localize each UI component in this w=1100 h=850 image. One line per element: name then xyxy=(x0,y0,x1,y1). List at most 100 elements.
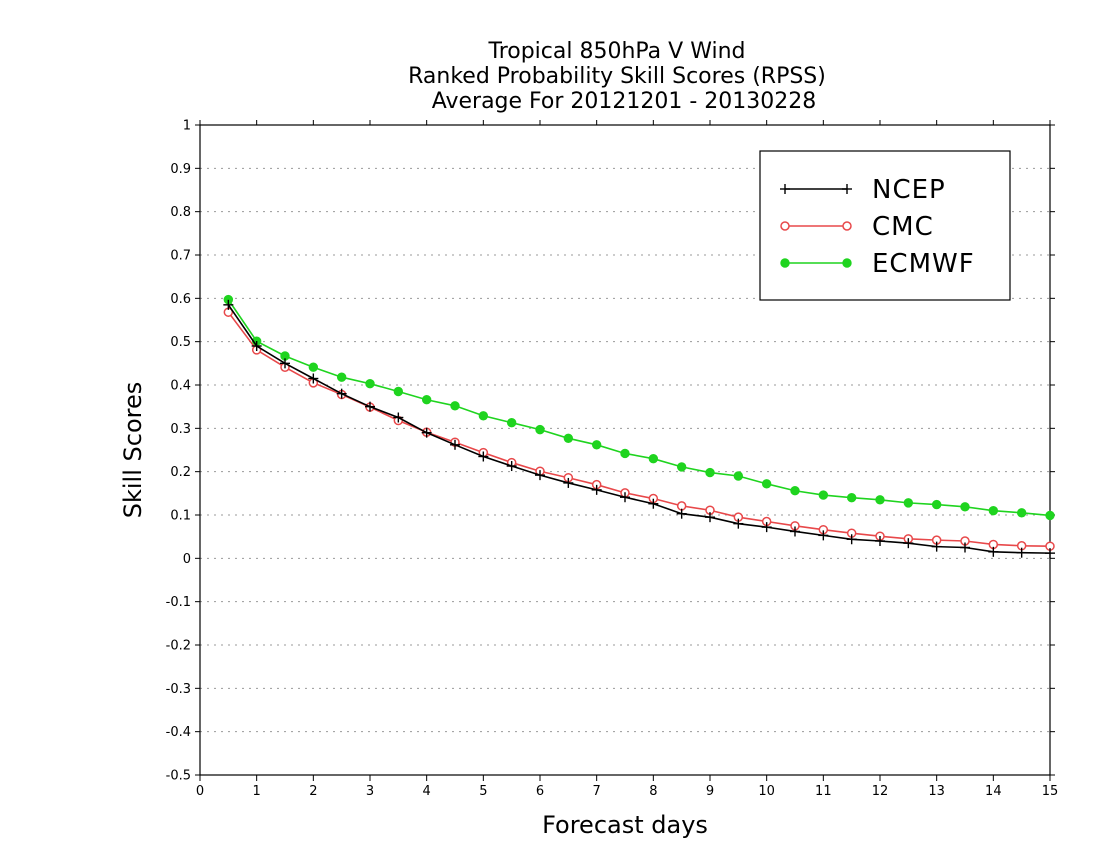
ecmwf-point xyxy=(450,401,460,411)
x-tick-label: 7 xyxy=(593,784,601,799)
y-tick-label: 0.1 xyxy=(170,509,191,524)
legend-item-ecmwf: ECMWF xyxy=(780,249,975,279)
ncep-point xyxy=(1045,548,1055,559)
ecmwf-point xyxy=(761,479,772,489)
legend-item-cmc: CMC xyxy=(780,212,934,242)
ecmwf-point xyxy=(308,362,319,372)
ecmwf-point xyxy=(676,462,687,472)
ncep-point xyxy=(421,427,432,438)
ecmwf-point xyxy=(960,502,970,512)
legend: NCEP CMC ECMWF xyxy=(759,150,1011,301)
ncep-point xyxy=(393,412,404,423)
y-tick-label: 1 xyxy=(183,119,191,134)
cmc-point xyxy=(676,501,687,511)
x-axis-label: Forecast days xyxy=(542,811,708,839)
y-axis-ticks: -0.5 -0.4 -0.3 -0.2 -0.1 0 0.1 0.2 0.3 0.4 0.5 0.6 0… xyxy=(166,119,1055,784)
legend-marker-start xyxy=(780,221,790,231)
x-tick-label: 1 xyxy=(253,784,261,799)
y-tick-label: 0.7 xyxy=(170,249,191,264)
x-tick-label: 9 xyxy=(706,784,714,799)
ncep-point xyxy=(223,299,234,310)
ncep-point xyxy=(988,546,999,557)
ncep-point xyxy=(903,538,914,549)
ncep-point xyxy=(535,470,545,481)
ncep-point xyxy=(365,401,375,412)
cmc-line xyxy=(227,311,1051,547)
ecmwf-point xyxy=(1016,508,1027,518)
x-tick-label: 14 xyxy=(985,784,1002,799)
ncep-point xyxy=(761,522,772,533)
x-tick-label: 2 xyxy=(309,784,317,799)
ncep-point xyxy=(648,498,659,509)
ecmwf-point xyxy=(620,448,630,459)
ncep-point xyxy=(733,518,744,529)
y-tick-label: 0.6 xyxy=(170,292,191,307)
ecmwf-point xyxy=(365,379,375,389)
legend-item-ncep: NCEP xyxy=(780,175,945,205)
ncep-point xyxy=(450,439,460,450)
y-tick-label: -0.1 xyxy=(166,595,191,610)
ecmwf-point xyxy=(988,505,999,516)
y-tick-label: -0.2 xyxy=(166,639,191,654)
legend-marker-end xyxy=(842,258,852,268)
ecmwf-point xyxy=(336,372,347,382)
series-cmc xyxy=(223,307,1055,551)
ncep-point xyxy=(591,484,602,495)
y-tick-label: -0.5 xyxy=(166,769,191,784)
ncep-point xyxy=(676,508,687,519)
ncep-point xyxy=(478,451,489,462)
ncep-point xyxy=(336,388,347,399)
ncep-point xyxy=(251,341,262,351)
x-tick-label: 4 xyxy=(423,784,431,799)
ncep-point xyxy=(818,530,829,541)
ncep-point xyxy=(563,477,574,488)
ncep-line xyxy=(227,304,1051,554)
ncep-point xyxy=(620,492,630,503)
ecmwf-point xyxy=(393,386,404,397)
ecmwf-point xyxy=(591,440,602,450)
x-tick-label: 10 xyxy=(758,784,775,799)
y-tick-label: 0.5 xyxy=(170,335,191,350)
chart-title: Tropical 850hPa V Wind Ranked Probabilit… xyxy=(408,39,826,114)
x-tick-label: 0 xyxy=(196,784,204,799)
ecmwf-point xyxy=(648,453,659,464)
ncep-point xyxy=(1016,547,1027,558)
series-ncep xyxy=(223,299,1055,559)
ecmwf-point xyxy=(705,467,715,478)
y-tick-label: 0.8 xyxy=(170,205,191,220)
chart-title-line-3: Average For 20121201 - 20130228 xyxy=(432,89,817,114)
ecmwf-point xyxy=(875,495,885,505)
legend-label-ecmwf: ECMWF xyxy=(872,249,975,279)
y-tick-label: 0 xyxy=(183,552,191,567)
ncep-point xyxy=(960,542,970,553)
x-tick-label: 13 xyxy=(928,784,945,799)
legend-marker-start xyxy=(780,184,790,194)
plot-frame xyxy=(199,124,1051,776)
chart-title-line-1: Tropical 850hPa V Wind xyxy=(487,39,745,64)
ecmwf-point xyxy=(535,424,545,435)
x-tick-label: 6 xyxy=(536,784,544,799)
ncep-point xyxy=(705,512,715,523)
series-ecmwf xyxy=(223,294,1055,521)
ecmwf-point xyxy=(790,486,800,496)
ecmwf-point xyxy=(421,395,432,405)
legend-marker-start xyxy=(780,258,790,268)
ncep-point xyxy=(875,536,885,546)
y-tick-label: 0.9 xyxy=(170,162,191,177)
x-tick-label: 8 xyxy=(649,784,657,799)
ecmwf-line xyxy=(227,299,1051,517)
ncep-point xyxy=(280,358,290,369)
ecmwf-point xyxy=(563,433,574,443)
x-axis-ticks: 0 1 2 3 4 5 6 7 8 9 10 11 12 13 14 15 xyxy=(196,120,1058,799)
ecmwf-point xyxy=(478,411,489,421)
x-tick-label: 15 xyxy=(1042,784,1059,799)
ecmwf-point xyxy=(931,499,942,510)
ncep-point xyxy=(931,541,942,552)
legend-label-cmc: CMC xyxy=(872,212,934,242)
legend-marker-end xyxy=(842,184,852,194)
ecmwf-point xyxy=(733,471,744,481)
ncep-point xyxy=(308,373,319,384)
y-tick-label: -0.4 xyxy=(166,725,191,740)
ecmwf-point xyxy=(1045,510,1055,521)
ecmwf-point xyxy=(818,490,829,500)
